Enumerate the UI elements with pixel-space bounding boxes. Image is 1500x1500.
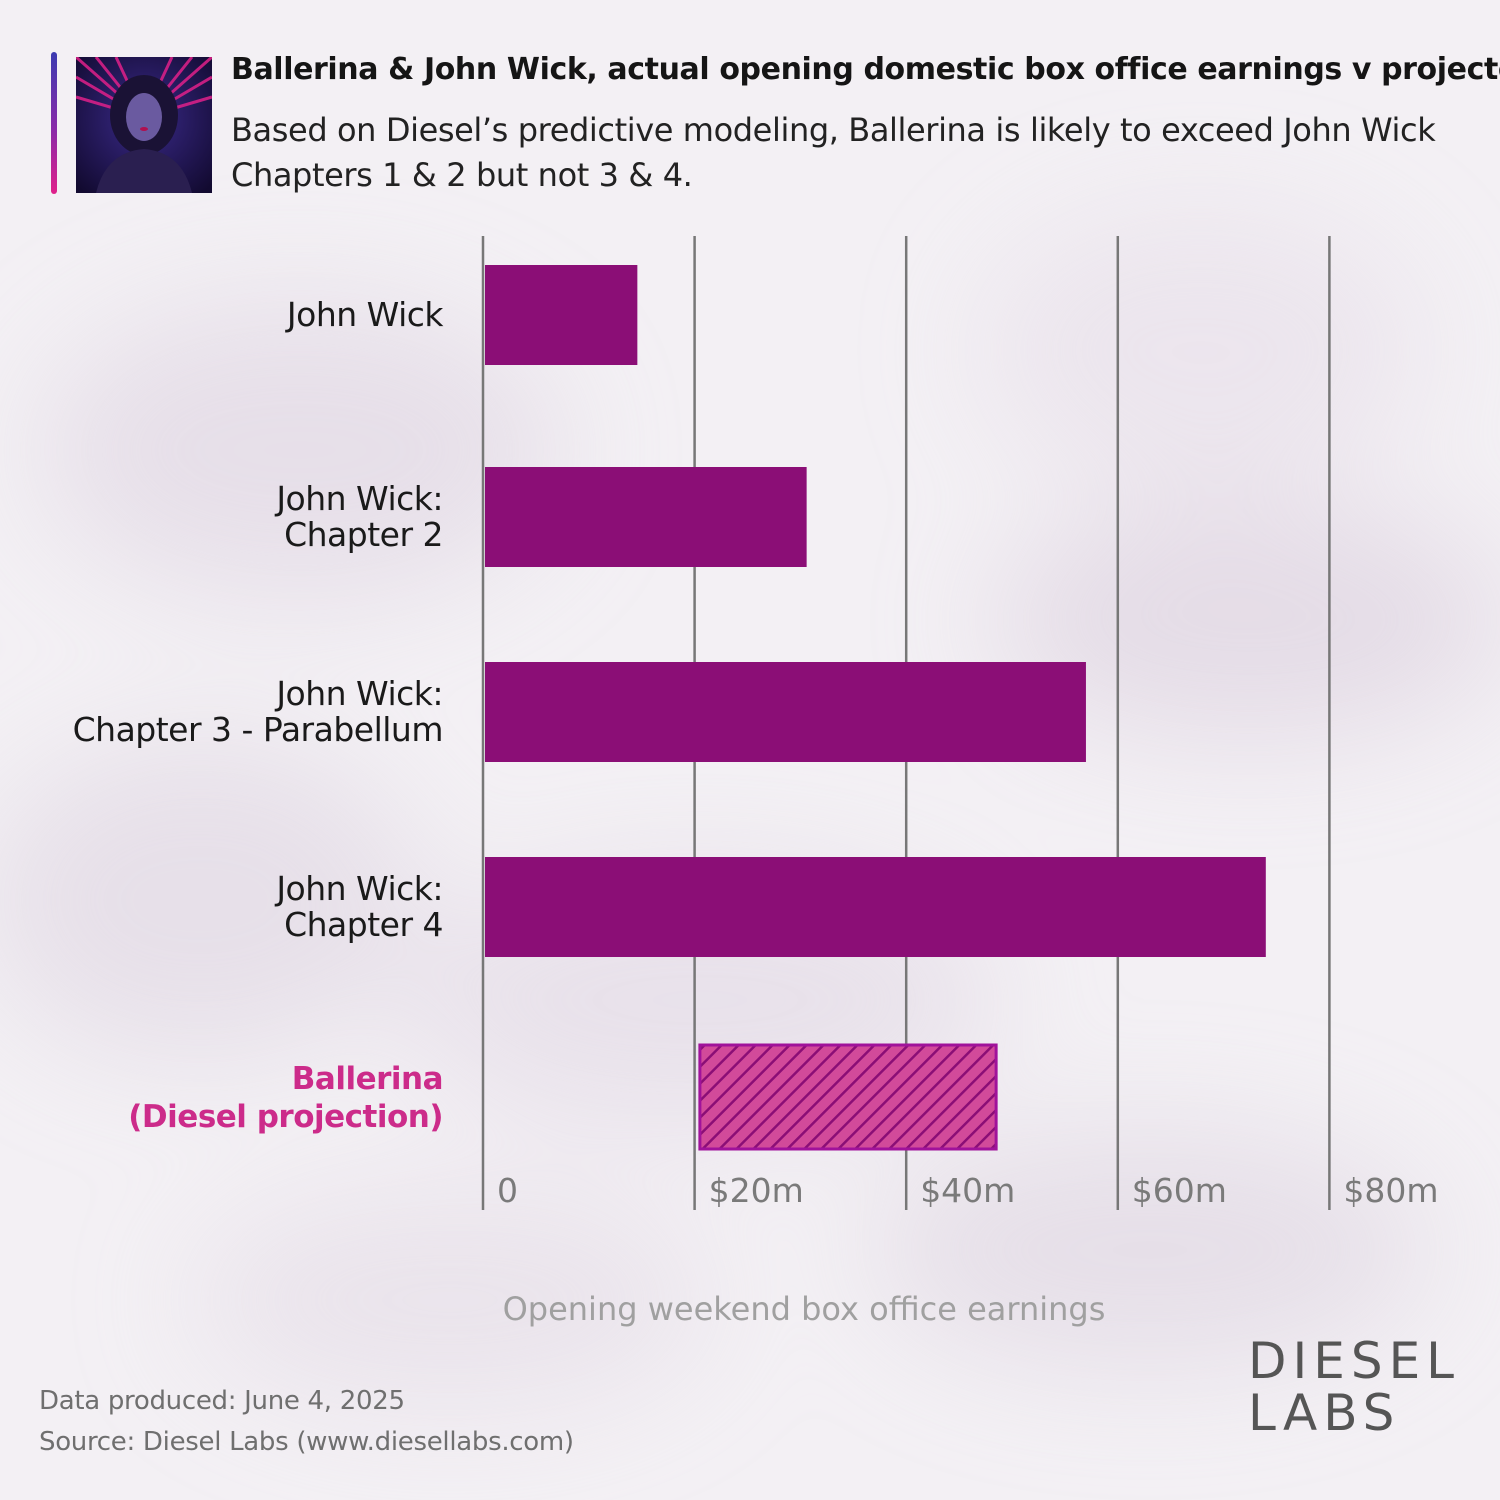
category-label: Ballerina xyxy=(292,1061,443,1097)
data-produced-note: Data produced: June 4, 2025 xyxy=(39,1386,405,1416)
category-label: Chapter 2 xyxy=(284,515,443,554)
x-tick-label: $80m xyxy=(1343,1171,1438,1210)
ballerina-portrait-image xyxy=(76,57,212,193)
x-tick-label: 0 xyxy=(497,1171,518,1210)
bar xyxy=(485,467,807,567)
logo-line-1: DIESEL xyxy=(1248,1332,1461,1390)
category-label: Chapter 3 - Parabellum xyxy=(73,710,443,749)
category-label: John Wick: xyxy=(274,479,443,518)
accent-bar xyxy=(51,52,57,194)
category-label: (Diesel projection) xyxy=(128,1099,443,1135)
source-note: Source: Diesel Labs (www.diesellabs.com) xyxy=(39,1427,574,1457)
category-label: John Wick xyxy=(285,295,444,334)
diesel-labs-logo: DIESEL LABS xyxy=(1248,1335,1460,1439)
x-tick-label: $60m xyxy=(1132,1171,1227,1210)
bar xyxy=(485,265,638,365)
category-label: John Wick: xyxy=(274,869,443,908)
x-axis-label: Opening weekend box office earnings xyxy=(503,1290,1106,1328)
chart-title: Ballerina & John Wick, actual opening do… xyxy=(231,52,1500,87)
category-label: John Wick: xyxy=(274,674,443,713)
x-tick-label: $20m xyxy=(709,1171,804,1210)
category-label: Chapter 4 xyxy=(284,905,443,944)
bar xyxy=(485,662,1086,762)
bar xyxy=(485,857,1266,957)
logo-line-2: LABS xyxy=(1248,1384,1401,1442)
x-tick-label: $40m xyxy=(920,1171,1015,1210)
chart-subtitle: Based on Diesel’s predictive modeling, B… xyxy=(231,111,1436,194)
projection-bar xyxy=(698,1043,998,1151)
